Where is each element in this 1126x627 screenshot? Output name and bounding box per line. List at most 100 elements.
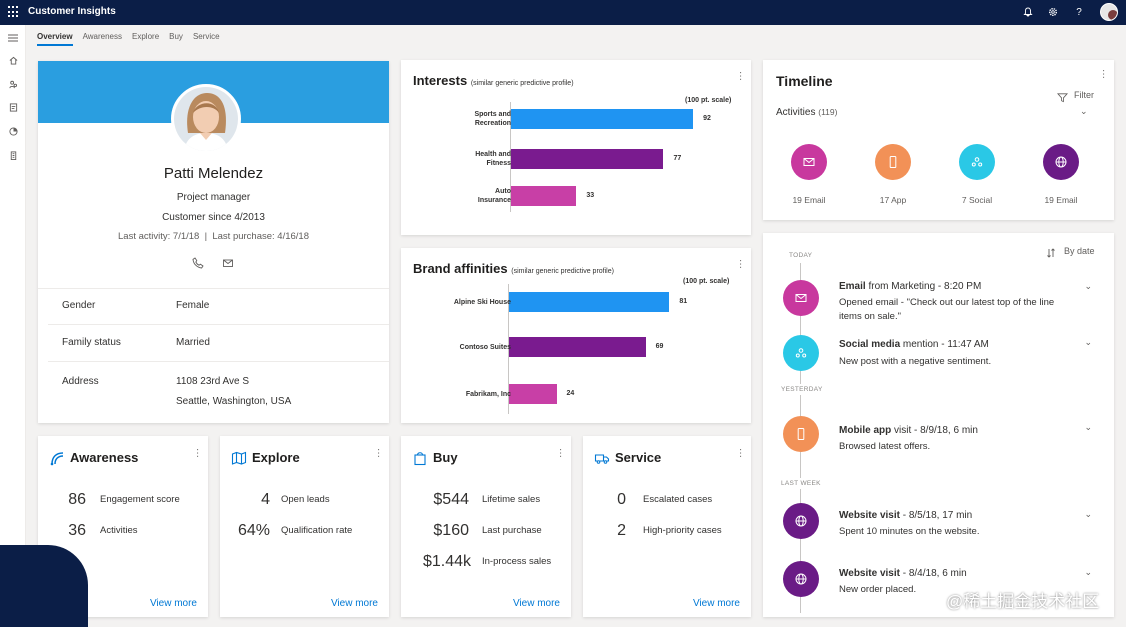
explore-map-icon	[231, 450, 247, 466]
bar-value-label: 92	[703, 115, 711, 122]
divider	[38, 288, 389, 289]
globe-icon	[1055, 156, 1067, 168]
buy-title: Buy	[433, 450, 458, 465]
more-options-icon[interactable]: ···	[373, 448, 384, 458]
summary-social-circle[interactable]	[959, 144, 995, 180]
brands-title: Brand affinities (similar generic predic…	[413, 261, 614, 276]
expand-chevron-icon[interactable]: ⌄	[1084, 567, 1092, 577]
building-icon[interactable]	[6, 148, 20, 162]
app-launcher-icon[interactable]	[8, 6, 20, 18]
metric-label: Last purchase	[482, 525, 542, 536]
summary-email-circle[interactable]	[791, 144, 827, 180]
metric-label: In-process sales	[482, 556, 552, 567]
timeline-item-desc: Spent 10 minutes on the website.	[839, 526, 980, 537]
timeline-item-desc: Opened email - "Check out our latest top…	[839, 297, 1055, 322]
field-label-gender: Gender	[62, 300, 96, 311]
tab-overview[interactable]: Overview	[37, 32, 73, 46]
sort-icon[interactable]	[1046, 245, 1056, 258]
bar-fabrikam-inc	[509, 384, 557, 404]
phone-icon	[797, 428, 805, 440]
customer-since: Customer since 4/2013	[162, 212, 265, 223]
timeline-item-title[interactable]: Website visit - 8/4/18, 6 min	[839, 568, 967, 579]
timeline-item-title[interactable]: Website visit - 8/5/18, 17 min	[839, 510, 973, 521]
notification-icon[interactable]	[1021, 5, 1035, 19]
metric-label: High-priority cases	[643, 525, 722, 536]
metric-label: Escalated cases	[643, 494, 713, 505]
awareness-icon	[49, 450, 65, 466]
timeline-title: Timeline	[776, 73, 833, 89]
metric-label: Lifetime sales	[482, 494, 541, 505]
corner-decoration	[0, 545, 88, 627]
email-icon[interactable]	[222, 256, 234, 268]
more-options-icon[interactable]: ···	[735, 259, 746, 269]
bar-value-label: 33	[586, 192, 595, 199]
summary-web-label: 19 Email	[1044, 195, 1078, 205]
hamburger-menu-icon[interactable]	[6, 31, 20, 45]
phone-icon	[889, 156, 897, 168]
user-avatar[interactable]	[1100, 3, 1118, 21]
interests-card: Interests (similar generic predictive pr…	[401, 60, 751, 235]
divider	[48, 324, 389, 325]
tab-explore[interactable]: Explore	[132, 32, 160, 41]
more-options-icon[interactable]: ···	[555, 448, 566, 458]
chart-scale-label: (100 pt. scale)	[683, 278, 730, 285]
filter-button[interactable]: Filter	[1074, 90, 1094, 100]
home-icon[interactable]	[6, 53, 20, 67]
view-more-link[interactable]: View more	[330, 598, 378, 609]
view-more-link[interactable]: View more	[512, 598, 560, 609]
sort-by-date[interactable]: By date	[1064, 246, 1095, 256]
social-icon	[795, 348, 807, 358]
profile-card: Patti Melendez Project manager Customer …	[38, 61, 389, 423]
expand-chevron-icon[interactable]: ⌄	[1084, 281, 1092, 291]
view-more-link[interactable]: View more	[149, 598, 197, 609]
tab-service[interactable]: Service	[192, 32, 220, 41]
section-yesterday: YESTERDAY	[781, 384, 823, 395]
more-options-icon[interactable]: ···	[1098, 69, 1109, 79]
service-title: Service	[615, 450, 662, 465]
timeline-email-circle	[783, 280, 819, 316]
metric-value: 4	[261, 491, 270, 508]
timeline-item-title[interactable]: Mobile app visit - 8/9/18, 6 min	[839, 425, 978, 436]
category-label: Alpine Ski House	[453, 298, 511, 306]
brand-affinities-card: Brand affinities (similar generic predic…	[401, 248, 751, 423]
more-options-icon[interactable]: ···	[735, 448, 746, 458]
filter-icon[interactable]	[1056, 90, 1069, 103]
phone-call-icon[interactable]	[192, 256, 204, 269]
tab-buy[interactable]: Buy	[169, 32, 183, 41]
help-icon[interactable]: ?	[1076, 6, 1082, 18]
field-label-address: Address	[62, 376, 99, 387]
app-title: Customer Insights	[28, 6, 116, 17]
view-more-link[interactable]: View more	[692, 598, 740, 609]
settings-icon[interactable]	[1046, 5, 1060, 19]
timeline-item-desc: Browsed latest offers.	[839, 441, 931, 452]
timeline-app-circle	[783, 416, 819, 452]
globe-icon	[795, 573, 807, 585]
tab-awareness[interactable]: Awareness	[82, 32, 123, 41]
data-icon[interactable]	[6, 100, 20, 114]
expand-chevron-icon[interactable]: ⌄	[1084, 337, 1092, 347]
expand-chevron-icon[interactable]: ⌄	[1084, 509, 1092, 519]
insights-icon[interactable]	[6, 124, 20, 138]
buy-card: Buy ··· $544 Lifetime sales $160 Last pu…	[401, 436, 571, 617]
more-options-icon[interactable]: ···	[192, 448, 203, 458]
metric-value: $544	[433, 491, 469, 508]
field-label-family: Family status	[62, 337, 121, 348]
summary-app-circle[interactable]	[875, 144, 911, 180]
timeline-item-title[interactable]: Email from Marketing - 8:20 PM	[839, 281, 982, 292]
category-label: Health and Fitness	[475, 151, 511, 167]
activities-header[interactable]: Activities (119)	[776, 107, 838, 118]
service-truck-icon	[594, 450, 610, 466]
field-value-address-2: Seattle, Washington, USA	[176, 396, 292, 407]
chart-axis	[510, 102, 511, 212]
more-options-icon[interactable]: ···	[735, 71, 746, 81]
segments-icon[interactable]	[6, 77, 20, 91]
summary-web-circle[interactable]	[1043, 144, 1079, 180]
expand-chevron-icon[interactable]: ⌄	[1084, 422, 1092, 432]
social-icon	[971, 157, 983, 167]
timeline-social-circle	[783, 335, 819, 371]
chevron-down-icon[interactable]: ⌄	[1080, 106, 1088, 116]
bar-sports-and-recreation	[511, 109, 694, 129]
timeline-item-title[interactable]: Social media mention - 11:47 AM	[839, 339, 989, 350]
mail-icon	[803, 158, 815, 166]
metric-value: $160	[433, 522, 469, 539]
